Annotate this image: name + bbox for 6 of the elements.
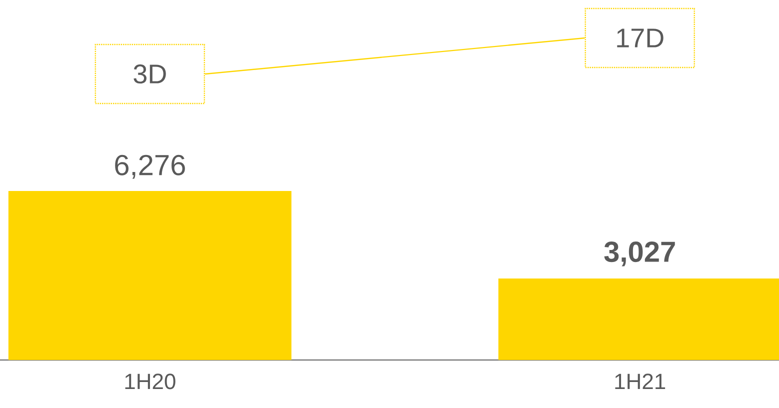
x-tick-label: 1H21 xyxy=(615,374,666,390)
text: 3D xyxy=(134,64,166,84)
text: 17D xyxy=(617,28,664,48)
data-label: 3,027 xyxy=(604,242,675,266)
x-tick-label: 1H20 xyxy=(125,374,176,390)
data-label: 6,276 xyxy=(115,154,185,179)
